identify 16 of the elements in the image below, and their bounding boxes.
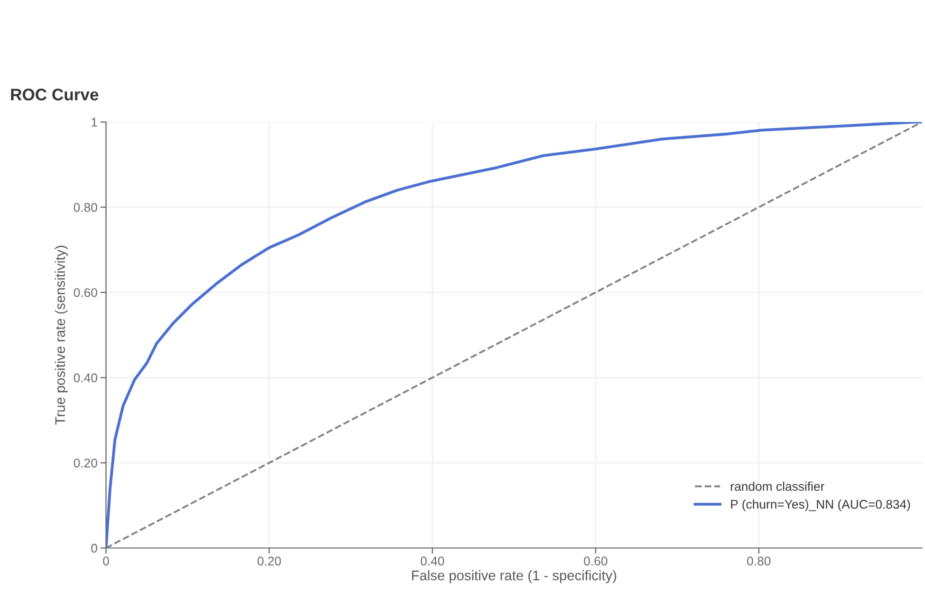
legend-label: random classifier [730, 482, 824, 491]
y-tick-label: 0.40 [74, 373, 98, 382]
y-tick-label: 0.60 [74, 288, 98, 298]
y-axis-title: True positive rate (sensitivity) [54, 246, 68, 425]
x-tick-label: 0.60 [584, 556, 608, 566]
legend-label: P (churn=Yes)_NN (AUC=0.834) [731, 500, 910, 512]
x-tick-label: 0 [103, 556, 109, 566]
x-tick-label: 0.20 [258, 556, 281, 566]
y-tick-label: 0.20 [74, 458, 98, 468]
y-tick-label: 0 [91, 544, 98, 553]
x-tick-label: 0.40 [420, 556, 444, 566]
y-tick-label: 0.80 [74, 203, 98, 212]
x-tick-label: 0.80 [747, 556, 770, 566]
y-tick-label: 1 [92, 118, 98, 127]
x-axis-title: False positive rate (1 - specificity) [412, 570, 616, 584]
chart-title: ROC Curve [11, 88, 98, 100]
